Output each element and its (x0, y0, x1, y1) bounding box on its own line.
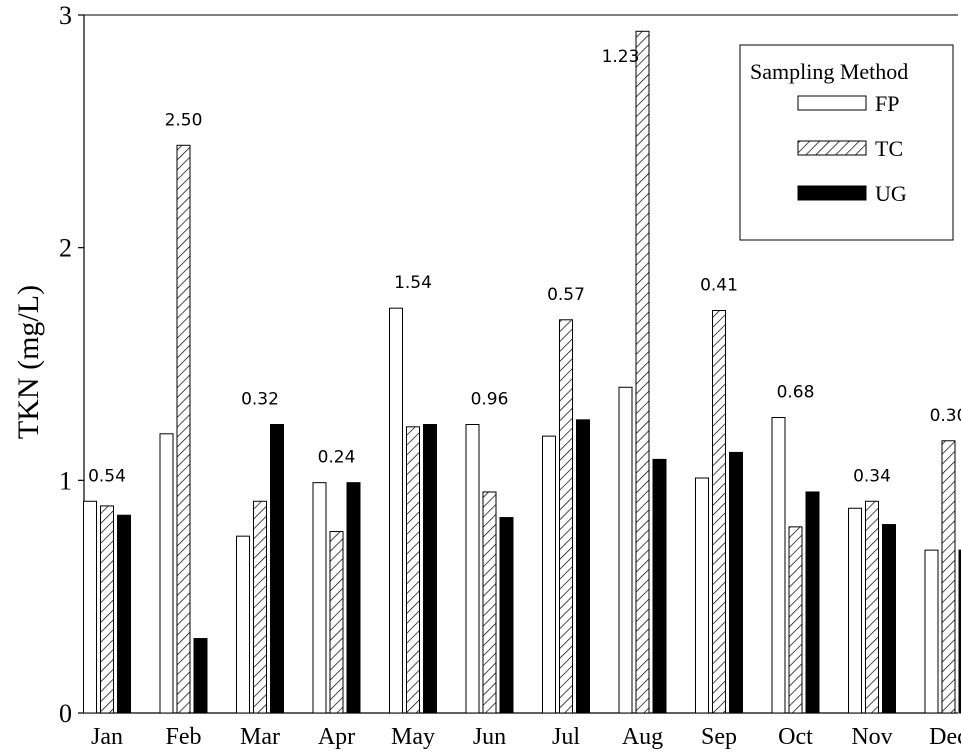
bar-ug-sep (729, 451, 743, 714)
y-tick-label: 0 (59, 699, 72, 728)
bar-tc-nov (865, 500, 879, 714)
bar-fp-apr (312, 482, 327, 714)
bar-ug-jan (117, 514, 131, 714)
bar-ug-feb (193, 638, 208, 714)
legend-label-tc: TC (875, 136, 903, 161)
bar-fp-feb (159, 433, 174, 714)
legend-title: Sampling Method (750, 59, 908, 84)
bar-tc-mar (253, 500, 267, 714)
bar-annotation-oct: 0.68 (777, 383, 815, 403)
bar-ug-dec (958, 549, 961, 714)
bar-tc-may (406, 426, 420, 714)
bar-annotation-feb: 2.50 (165, 110, 203, 130)
bar-fp-may (389, 307, 403, 714)
x-tick-label: Apr (318, 724, 355, 750)
legend-label-ug: UG (875, 181, 907, 206)
bar-annotation-may: 1.54 (394, 273, 432, 293)
bar-annotation-jul: 0.57 (547, 285, 585, 305)
y-axis-label: TKN (mg/L) (12, 285, 45, 439)
bar-annotation-sep: 0.41 (700, 275, 738, 295)
x-tick-label: May (391, 724, 435, 750)
bar-annotation-aug: 1.23 (602, 47, 640, 67)
bar-annotation-nov: 0.34 (853, 466, 891, 486)
axes: 0 1 2 3 Jan Feb Mar Apr May Jun Jul Aug Sep Oct Nov Dec (59, 1, 961, 750)
bar-tc-jan (100, 505, 114, 714)
x-tick-label: Jan (91, 724, 123, 750)
bars (83, 30, 961, 714)
bar-tc-feb (176, 144, 191, 714)
bar-tc-jun (482, 491, 497, 714)
bar-tc-dec (941, 440, 956, 714)
bar-fp-sep (695, 477, 709, 714)
x-tick-label: Oct (778, 724, 813, 750)
x-tick-label: Jun (473, 724, 506, 750)
x-tick-label: Aug (622, 724, 663, 750)
y-tick-label: 2 (59, 234, 72, 263)
legend: Sampling Method FP TC UG (739, 44, 954, 241)
x-tick-label: Mar (240, 724, 280, 750)
bar-fp-nov (848, 507, 862, 714)
bar-annotation-jan: 0.54 (88, 466, 126, 486)
bar-ug-jun (499, 517, 514, 714)
bar-tc-sep (712, 309, 726, 714)
bar-fp-jan (83, 500, 97, 714)
x-tick-label: Sep (701, 724, 737, 750)
bar-fp-jun (465, 423, 480, 714)
y-tick-label: 3 (59, 1, 72, 30)
x-tick-label: Dec (929, 724, 961, 750)
bar-fp-oct (771, 417, 786, 714)
bar-ug-nov (882, 524, 896, 714)
bar-tc-jul (559, 319, 573, 714)
x-tick-label: Nov (851, 724, 892, 750)
bar-tc-aug (635, 30, 650, 714)
bar-fp-mar (236, 535, 250, 714)
bar-fp-aug (618, 386, 633, 714)
bar-ug-mar (270, 423, 284, 714)
bar-ug-aug (652, 458, 667, 714)
legend-swatch-ug (797, 185, 867, 201)
x-tick-label: Feb (166, 724, 202, 750)
bar-ug-jul (576, 419, 590, 714)
bar-ug-may (423, 423, 437, 714)
bar-annotation-apr: 0.24 (318, 448, 356, 468)
legend-swatch-fp (797, 95, 867, 111)
x-tick-label: Jul (552, 724, 580, 750)
y-tick-label: 1 (59, 466, 72, 495)
bar-annotation-dec: 0.30 (930, 406, 961, 426)
legend-swatch-tc (797, 140, 867, 156)
bar-tc-apr (329, 531, 344, 714)
bar-fp-jul (542, 435, 556, 714)
bar-fp-dec (924, 549, 939, 714)
bar-ug-apr (346, 482, 361, 714)
bar-annotation-mar: 0.32 (241, 389, 279, 409)
legend-label-fp: FP (875, 91, 899, 116)
bar-annotation-jun: 0.96 (471, 389, 509, 409)
bar-tc-oct (788, 526, 803, 714)
bar-labels: 0.54 2.50 0.32 0.24 1.54 0.96 0.57 1.23 0.41 0.68… (88, 47, 961, 486)
bar-ug-oct (805, 491, 820, 714)
